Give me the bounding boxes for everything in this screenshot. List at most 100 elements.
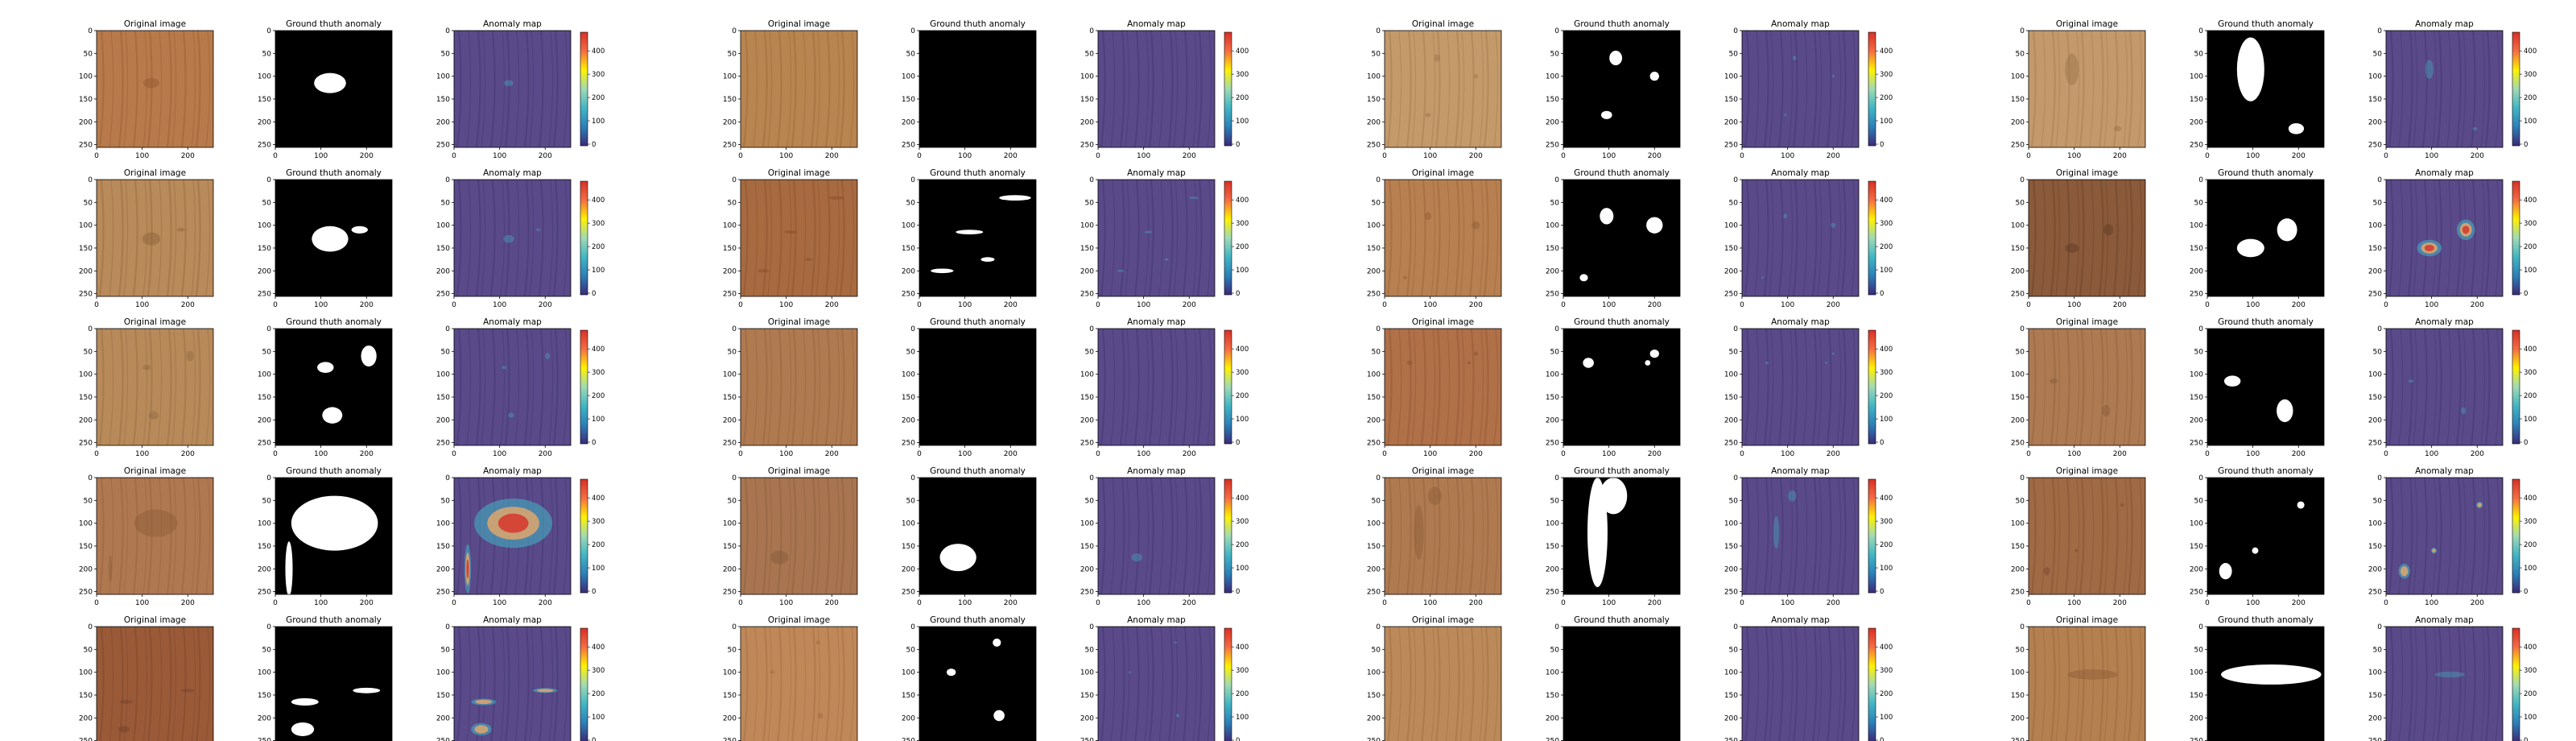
original-ytick-label: 150 [723,245,737,253]
colorbar-tick-label: 400 [1880,495,1893,503]
colorbar-tick-label: 200 [2524,243,2537,251]
original-ytick-label: 150 [723,543,737,551]
colorbar-tick-label: 300 [592,369,605,377]
original-ytick-label: 150 [79,543,93,551]
original-ytick-label: 100 [79,371,93,379]
original-ytick-label: 100 [79,222,93,230]
ground-truth-ytick-label: 250 [902,738,915,741]
original-ytick-label: 100 [2011,73,2025,81]
original-ytick-label: 200 [79,565,93,573]
ground-truth-xtick-label: 0 [1561,301,1566,309]
ground-truth-ytick-label: 250 [1546,142,1559,150]
anomaly-map-ytick-label: 200 [436,565,450,573]
colorbar-tick-label: 200 [1880,243,1893,251]
anomaly-map-ytick-label: 100 [1080,669,1094,677]
anomaly-mask-region [2236,238,2264,258]
anomaly-map-ytick-label: 250 [1724,440,1738,448]
original-xtick-label: 200 [1469,152,1483,160]
original-xtick-label: 100 [2067,599,2081,607]
original-ytick-label: 50 [84,497,93,505]
ground-truth-ytick-label: 150 [902,245,915,253]
ground-truth-ytick-label: 50 [906,199,916,207]
ground-truth-ytick-label: 50 [262,50,272,58]
colorbar-tick-label: 100 [1236,118,1249,126]
ground-truth-ytick-label: 150 [2190,394,2203,402]
colorbar-tick-label: 100 [1236,267,1249,275]
anomaly-map-ytick-label: 0 [1089,474,1094,482]
figure-row: Original image0501001502002500100200Grou… [79,615,605,741]
anomaly-map-ytick-label: 100 [1724,222,1738,230]
original-ytick-label: 100 [1367,371,1381,379]
original-ytick-label: 200 [723,267,737,275]
colorbar-tick-label: 100 [1236,714,1249,722]
ground-truth-ytick-label: 150 [258,245,271,253]
anomaly-map-ytick-label: 0 [445,623,450,631]
ground-truth-ytick-label: 150 [1546,692,1559,700]
anomaly-mask-region [2288,122,2305,135]
original-ytick-label: 0 [2020,325,2025,333]
anomaly-map-xtick-label: 0 [1096,450,1100,458]
anomaly-map-ytick-label: 50 [1729,50,1739,58]
ground-truth-ytick-label: 100 [902,73,915,81]
original-ytick-label: 100 [723,73,737,81]
colorbar: 0 100 200 300 400 [580,31,605,149]
colorbar-tick-label: 100 [1880,416,1893,424]
colorbar-tick-label: 400 [592,197,605,205]
anomaly-map-ytick-label: 50 [2373,497,2383,505]
original-ytick-label: 0 [2020,623,2025,631]
original-image-title: Original image [2056,19,2118,29]
anomaly-mask-region [939,544,976,572]
ground-truth-ytick-label: 50 [906,497,916,505]
anomaly-map-ytick-label: 50 [1729,497,1739,505]
original-xtick-label: 0 [94,152,99,160]
colorbar-tick-label: 200 [2524,94,2537,102]
anomaly-mask-region [1601,110,1612,119]
original-ytick-label: 0 [1376,176,1381,184]
anomaly-map-xtick-label: 100 [2425,152,2438,160]
ground-truth-ytick-label: 50 [262,497,272,505]
anomaly-map-ytick-label: 0 [1733,176,1738,184]
colorbar-tick-label: 300 [1880,220,1893,228]
ground-truth-title: Ground thuth anomaly [1574,615,1670,625]
colorbar-tick-label: 300 [592,667,605,675]
original-ytick-label: 150 [79,692,93,700]
original-ytick-label: 100 [79,73,93,81]
ground-truth-xtick-label: 200 [1004,450,1018,458]
ground-truth-ytick-label: 200 [902,416,915,424]
original-ytick-label: 100 [1367,669,1381,677]
anomaly-map-title: Anomaly map [1771,19,1830,29]
anomaly-map-ytick-label: 150 [436,394,450,402]
ground-truth-ytick-label: 200 [1546,416,1559,424]
colorbar-tick-label: 0 [1236,141,1240,149]
anomaly-map-ytick-label: 50 [2373,646,2383,654]
ground-truth-title: Ground thuth anomaly [930,317,1026,327]
anomaly-map-title: Anomaly map [2415,19,2474,29]
colorbar-tick-label: 200 [1880,392,1893,400]
original-ytick-label: 200 [2011,118,2025,126]
colorbar-tick-label: 300 [2524,369,2537,377]
original-xtick-label: 0 [94,450,99,458]
original-xtick-label: 100 [135,152,149,160]
ground-truth-ytick-label: 0 [2198,27,2203,35]
anomaly-map-ytick-label: 50 [441,497,451,505]
original-ytick-label: 50 [728,199,737,207]
anomaly-map-xtick-label: 0 [1740,450,1744,458]
anomaly-map-ytick-label: 0 [445,325,450,333]
anomaly-map-ytick-label: 150 [1724,692,1738,700]
anomaly-mask-region [2252,547,2259,554]
ground-truth-title: Ground thuth anomaly [1574,317,1670,327]
colorbar-tick-label: 0 [592,439,596,447]
ground-truth-xtick-label: 100 [2246,599,2260,607]
original-image-title: Original image [124,466,186,476]
